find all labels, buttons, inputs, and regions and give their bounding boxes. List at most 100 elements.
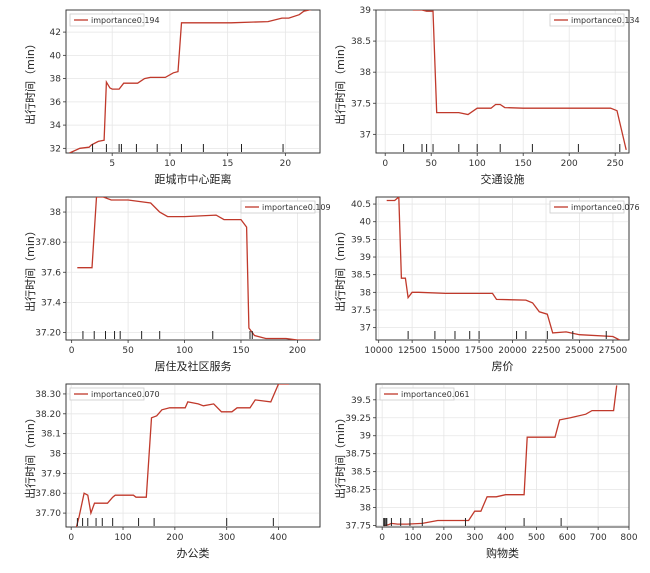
x-tick-label: 250 <box>607 159 624 169</box>
x-tick-label: 200 <box>435 533 452 543</box>
y-tick-label: 38 <box>360 504 372 514</box>
y-tick-label: 36 <box>50 98 62 108</box>
y-tick-label: 38.25 <box>345 486 371 496</box>
dependence-line <box>383 385 618 527</box>
dependence-line <box>69 10 312 153</box>
y-tick-label: 34 <box>50 121 62 131</box>
y-tick-label: 37.20 <box>35 328 61 338</box>
y-tick-label: 38.5 <box>351 37 371 47</box>
y-tick-label: 38.1 <box>41 430 61 440</box>
x-tick-label: 100 <box>114 533 131 543</box>
subplot-4: 37 37.5 38 38.5 39 39.5 40 40.5 10000 12500 15000 1… <box>333 196 640 373</box>
dependence-line <box>75 384 289 527</box>
y-tick-label: 38.5 <box>351 468 371 478</box>
y-axis-title: 出行时间（min） <box>23 412 37 499</box>
x-axis-title: 办公类 <box>177 546 210 560</box>
x-tick-label: 200 <box>289 346 306 356</box>
x-axis-title: 交通设施 <box>481 172 525 186</box>
x-tick-label: 100 <box>404 533 421 543</box>
legend-box <box>240 200 316 214</box>
subplot-3: 37.20 37.4 37.6 37.80 38 0 50 100 150 200 importan… <box>23 196 331 373</box>
y-axis-title: 出行时间（min） <box>23 225 37 312</box>
x-tick-label: 600 <box>559 533 576 543</box>
y-tick-label: 39.25 <box>345 414 371 424</box>
x-tick-label: 500 <box>528 533 545 543</box>
y-tick-label: 38 <box>50 450 62 460</box>
plot-area <box>375 196 630 341</box>
y-tick-label: 38.5 <box>351 271 371 281</box>
x-tick-label: 5 <box>109 159 115 169</box>
dependence-line <box>412 10 627 151</box>
x-tick-label: 0 <box>68 533 74 543</box>
x-tick-label: 300 <box>218 533 235 543</box>
plot-area <box>375 383 630 528</box>
y-tick-label: 38 <box>360 68 372 78</box>
x-tick-label: 100 <box>176 346 193 356</box>
y-tick-label: 37 <box>360 324 371 334</box>
x-tick-label: 200 <box>166 533 183 543</box>
x-tick-label: 10 <box>164 159 176 169</box>
legend-box <box>69 387 145 401</box>
y-tick-label: 38.75 <box>345 450 371 460</box>
x-axis-title: 距城市中心距离 <box>155 172 232 186</box>
x-tick-label: 800 <box>620 533 637 543</box>
subplot-2: 37 37.5 38 38.5 39 0 50 100 150 200 250 importance0… <box>333 6 640 186</box>
y-tick-label: 40.5 <box>351 200 371 210</box>
legend-label: importance0.061 <box>401 390 470 399</box>
y-tick-label: 37.5 <box>351 99 371 109</box>
plot-frame <box>375 9 630 154</box>
x-tick-label: 0 <box>382 159 388 169</box>
plot-area <box>65 383 321 528</box>
plot-area <box>375 9 630 154</box>
x-tick-label: 50 <box>122 346 134 356</box>
y-tick-label: 37.9 <box>41 469 61 479</box>
legend-label: importance0.194 <box>91 16 160 25</box>
x-axis-title: 居住及社区服务 <box>155 359 232 373</box>
y-tick-label: 42 <box>50 28 61 38</box>
plot-frame <box>375 383 630 528</box>
x-axis-title: 房价 <box>492 360 514 373</box>
plot-frame <box>65 196 321 341</box>
y-tick-label: 37.80 <box>35 489 61 499</box>
legend-label: importance0.134 <box>571 16 640 25</box>
x-tick-label: 0 <box>379 533 385 543</box>
y-tick-label: 38 <box>360 288 372 298</box>
y-tick-label: 39.5 <box>351 396 371 406</box>
y-tick-label: 37.70 <box>35 509 61 519</box>
x-tick-label: 27500 <box>599 346 628 356</box>
x-tick-label: 150 <box>515 159 532 169</box>
x-tick-label: 20000 <box>498 346 527 356</box>
x-tick-label: 150 <box>232 346 249 356</box>
legend-label: importance0.070 <box>91 390 160 399</box>
legend-box <box>379 387 455 401</box>
subplot-1: 32 34 36 38 40 42 5 10 15 20 importance0.194 距城市中心距… <box>23 9 321 186</box>
plot-area <box>65 196 321 341</box>
x-tick-label: 20 <box>280 159 292 169</box>
y-tick-label: 37.6 <box>41 268 61 278</box>
x-tick-label: 200 <box>561 159 578 169</box>
y-tick-label: 37.4 <box>41 298 61 308</box>
y-tick-label: 39 <box>360 432 372 442</box>
x-tick-label: 15000 <box>431 346 460 356</box>
y-axis-title: 出行时间（min） <box>333 225 347 312</box>
x-tick-label: 700 <box>590 533 607 543</box>
plot-frame <box>65 9 321 154</box>
plot-frame <box>65 383 321 528</box>
plot-area <box>65 9 321 154</box>
x-tick-label: 400 <box>270 533 287 543</box>
y-tick-label: 37.5 <box>351 306 371 316</box>
x-tick-label: 25000 <box>565 346 594 356</box>
subplot-5: 37.70 37.80 37.9 38 38.1 38.20 38.30 0 100 200 300… <box>23 383 321 560</box>
y-tick-label: 38.20 <box>35 410 61 420</box>
x-tick-label: 300 <box>466 533 483 543</box>
dependence-line <box>77 197 315 340</box>
y-tick-label: 38.30 <box>35 390 61 400</box>
y-tick-label: 40 <box>360 218 372 228</box>
legend-box <box>549 13 625 27</box>
x-tick-label: 22500 <box>532 346 561 356</box>
y-tick-label: 38 <box>50 75 62 85</box>
y-tick-label: 40 <box>50 51 62 61</box>
x-axis-title: 购物类 <box>486 546 519 560</box>
legend-label: importance0.076 <box>571 203 640 212</box>
